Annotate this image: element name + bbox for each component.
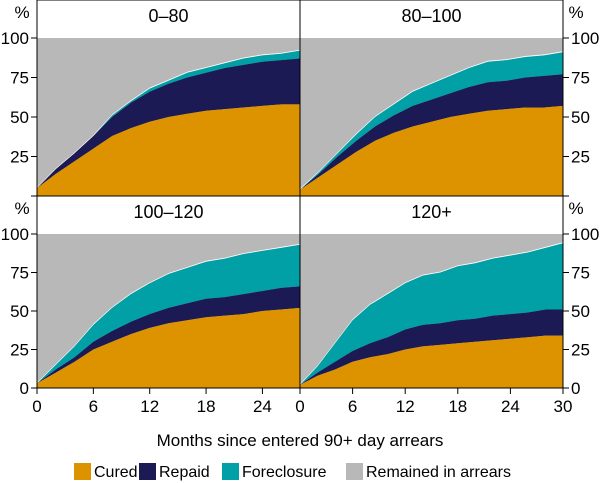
y-tick-label: 0 xyxy=(20,379,29,398)
area-repaid xyxy=(300,74,563,190)
y-tick-label: 25 xyxy=(10,148,29,167)
panel-1: 0–80 xyxy=(37,6,300,196)
y-unit-label: % xyxy=(568,199,583,218)
legend-swatch xyxy=(346,463,363,480)
x-tick-label: 24 xyxy=(253,397,272,416)
y-tick-label: 100 xyxy=(1,29,29,48)
x-tick-label: 12 xyxy=(396,397,415,416)
panel-title: 100–120 xyxy=(133,202,203,222)
legend-label: Cured xyxy=(94,464,138,481)
area-cured xyxy=(37,307,300,388)
legend-item: Repaid xyxy=(139,463,210,481)
x-tick-label: 24 xyxy=(501,397,520,416)
y-tick-label: 25 xyxy=(571,341,590,360)
x-tick-label: 0 xyxy=(32,397,41,416)
x-tick-label: 6 xyxy=(89,397,98,416)
y-tick-label: 25 xyxy=(571,148,590,167)
legend-label: Foreclosure xyxy=(242,464,327,481)
legend-label: Repaid xyxy=(159,464,210,481)
legend: Cured Repaid Foreclosure Remained in arrear… xyxy=(74,463,511,481)
legend-swatch xyxy=(139,463,156,480)
y-tick-label: 75 xyxy=(571,69,590,88)
panel-4: 120+ xyxy=(300,202,563,388)
x-tick-label: 6 xyxy=(348,397,357,416)
area-cured xyxy=(300,335,563,388)
area-repaid xyxy=(37,286,300,384)
y-tick-label: 75 xyxy=(10,69,29,88)
y-tick-label: 50 xyxy=(571,302,590,321)
area-foreclosure xyxy=(37,244,300,384)
panel-2: 80–100 xyxy=(300,6,563,196)
area-foreclosure xyxy=(300,52,563,190)
panel-3: 100–120 xyxy=(37,202,300,388)
legend-swatch xyxy=(222,463,239,480)
legend-label: Remained in arrears xyxy=(366,464,511,481)
y-tick-label: 50 xyxy=(571,108,590,127)
y-tick-label: 50 xyxy=(10,108,29,127)
panel-title: 120+ xyxy=(411,202,452,222)
y-tick-label: 25 xyxy=(10,341,29,360)
panels-layer: 0–80 80–100 100–120 120+ xyxy=(37,6,563,388)
legend-item: Cured xyxy=(74,463,138,481)
x-tick-label: 18 xyxy=(448,397,467,416)
x-tick-label: 18 xyxy=(197,397,216,416)
y-tick-label: 0 xyxy=(571,379,580,398)
y-tick-label: 100 xyxy=(571,29,599,48)
x-tick-label: 30 xyxy=(554,397,573,416)
y-tick-label: 50 xyxy=(10,302,29,321)
panel-title: 0–80 xyxy=(148,6,188,26)
y-tick-label: 75 xyxy=(571,264,590,283)
panel-title: 80–100 xyxy=(401,6,461,26)
x-tick-label: 0 xyxy=(295,397,304,416)
legend-item: Remained in arrears xyxy=(346,463,511,481)
axis-layer: 25 50 75 100% 25 50 75 100% 0 25 50 75 100% 0 6 12 18 24 0… xyxy=(1,3,600,416)
area-repaid xyxy=(37,58,300,189)
area-repaid xyxy=(300,309,563,385)
y-tick-label: 100 xyxy=(571,225,599,244)
area-cured xyxy=(300,105,563,196)
x-axis-label: Months since entered 90+ day arrears xyxy=(157,431,444,450)
area-cured xyxy=(37,104,300,196)
x-tick-label: 12 xyxy=(140,397,159,416)
y-unit-label: % xyxy=(14,199,29,218)
legend-swatch xyxy=(74,463,91,480)
y-unit-label: % xyxy=(14,3,29,22)
legend-item: Foreclosure xyxy=(222,463,327,481)
y-tick-label: 100 xyxy=(1,225,29,244)
area-foreclosure xyxy=(300,243,563,385)
y-unit-label: % xyxy=(568,3,583,22)
y-tick-label: 75 xyxy=(10,264,29,283)
